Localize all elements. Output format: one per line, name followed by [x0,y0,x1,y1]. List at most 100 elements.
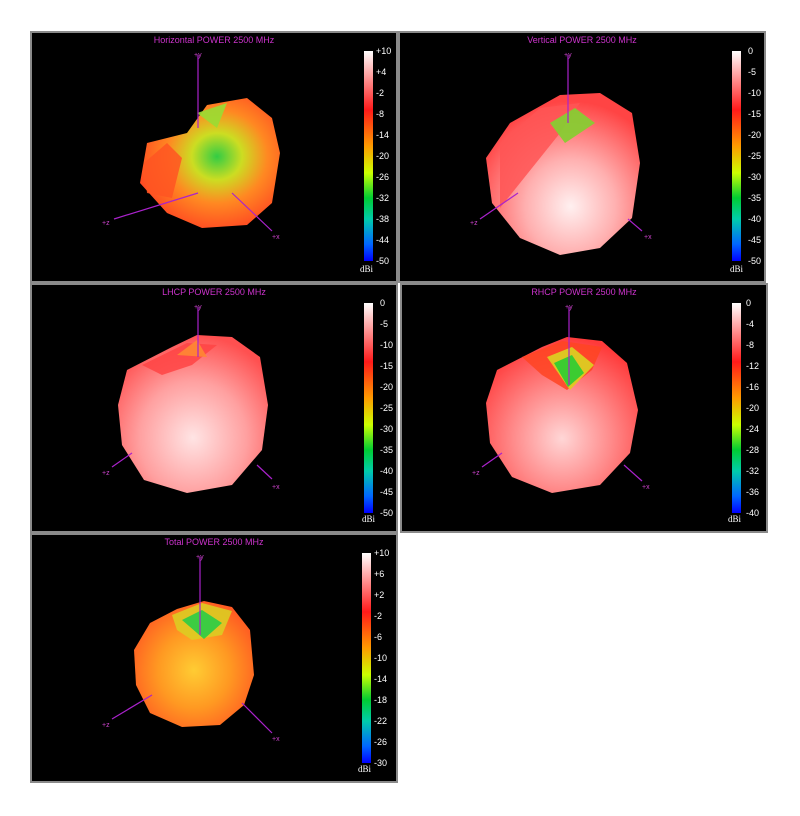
colorbar-unit: dBi [728,514,742,524]
colorbar-tick: -18 [374,695,388,705]
colorbar-tick: -50 [748,256,762,266]
colorbar-tick: -40 [746,508,760,518]
colorbar-tick: -2 [374,611,383,621]
colorbar-tick: -22 [374,716,388,726]
colorbar-tick: -45 [748,235,762,245]
colorbar-tick: -36 [746,487,760,497]
colorbar-tick: +10 [376,46,392,56]
colorbar-tick: 0 [748,46,754,56]
pattern-panel-total: Total POWER 2500 MHz +y +z +x +10 +6 +2 … [30,533,398,783]
axis-label-z: +z [102,220,110,227]
colorbar-tick: -14 [376,130,390,140]
colorbar-tick: -6 [374,632,383,642]
radiation-pattern-3d: +y +z +x [102,52,280,241]
colorbar [364,303,373,513]
colorbar-unit: dBi [360,264,374,274]
colorbar-ticks: 0 -5 -10 -15 -20 -25 -30 -35 -40 -45 -50 [748,46,764,267]
colorbar-tick: -10 [748,88,762,98]
pattern-panel-vertical: Vertical POWER 2500 MHz +y +z +x 0 -5 -1… [398,31,766,283]
colorbar-tick: -38 [376,214,390,224]
colorbar-tick: -16 [746,382,760,392]
axis-label-x: +x [642,484,650,491]
colorbar-tick: -24 [746,424,760,434]
colorbar-tick: -30 [374,758,388,768]
colorbar-ticks: 0 -4 -8 -12 -16 -20 -24 -28 -32 -36 -40 [746,298,766,519]
pattern-panel-horizontal: Horizontal POWER 2500 MHz +y +z +x +10 +… [30,31,398,283]
colorbar-tick: -10 [380,340,394,350]
colorbar-tick: -20 [746,403,760,413]
colorbar-tick: +10 [374,548,390,558]
colorbar-tick: -25 [748,151,762,161]
colorbar-tick: -25 [380,403,394,413]
colorbar-tick: -32 [376,193,390,203]
colorbar-tick: -45 [380,487,394,497]
colorbar-tick: +6 [374,569,385,579]
axis-label-x: +x [272,736,280,743]
radiation-pattern-3d: +y +z +x [472,304,650,493]
colorbar-tick: -14 [374,674,388,684]
panel-title: Vertical POWER 2500 MHz [527,35,637,45]
radiation-pattern-3d: +y +z +x [102,554,280,743]
colorbar-tick: -8 [746,340,755,350]
colorbar-tick: -28 [746,445,760,455]
colorbar-tick: -50 [380,508,394,518]
pattern-panel-lhcp: LHCP POWER 2500 MHz +y +z +x 0 -5 -10 -1… [30,283,398,533]
colorbar-tick: -40 [748,214,762,224]
colorbar-tick: -4 [746,319,755,329]
colorbar-tick: -50 [376,256,390,266]
colorbar-tick: -20 [380,382,394,392]
colorbar-tick: -44 [376,235,390,245]
colorbar-unit: dBi [358,764,372,774]
colorbar-unit: dBi [730,264,744,274]
colorbar-tick: -30 [748,172,762,182]
panel-title: Horizontal POWER 2500 MHz [153,35,275,45]
colorbar-tick: -35 [748,193,762,203]
axis-label-y: +y [564,52,572,59]
axis-label-x: +x [644,234,652,241]
colorbar-ticks: +10 +6 +2 -2 -6 -10 -14 -18 -22 -26 -30 [374,548,396,769]
panel-title: RHCP POWER 2500 MHz [531,287,637,297]
colorbar-tick: -5 [380,319,389,329]
colorbar-tick: +4 [376,67,387,77]
colorbar-tick: -15 [380,361,394,371]
colorbar-tick: -30 [380,424,394,434]
colorbar-tick: 0 [746,298,752,308]
colorbar-tick: -35 [380,445,394,455]
colorbar-tick: -2 [376,88,385,98]
colorbar-tick: +2 [374,590,385,600]
colorbar [362,553,371,763]
pattern-panel-rhcp: RHCP POWER 2500 MHz +y +z +x 0 -4 -8 -12… [400,283,768,533]
colorbar-tick: -10 [374,653,388,663]
colorbar [364,51,373,261]
radiation-pattern-3d: +y +z +x [470,52,652,255]
colorbar [732,303,741,513]
colorbar [732,51,741,261]
axis-label-z: +z [472,470,480,477]
colorbar-ticks: +10 +4 -2 -8 -14 -20 -26 -32 -38 -44 -50 [376,46,396,267]
colorbar-tick: -40 [380,466,394,476]
colorbar-tick: -26 [374,737,388,747]
axis-label-x: +x [272,484,280,491]
axis-label-x: +x [272,234,280,241]
colorbar-unit: dBi [362,514,376,524]
axis-label-y: +y [565,304,573,311]
colorbar-tick: -15 [748,109,762,119]
axis-label-z: +z [102,722,110,729]
axis-label-z: +z [102,470,110,477]
axis-label-y: +y [194,304,202,311]
axis-label-y: +y [196,554,204,561]
colorbar-tick: -8 [376,109,385,119]
axis-label-y: +y [194,52,202,59]
panel-title: LHCP POWER 2500 MHz [162,287,266,297]
colorbar-tick: -32 [746,466,760,476]
radiation-pattern-3d: +y +z +x [102,304,280,493]
panel-title: Total POWER 2500 MHz [164,537,264,547]
colorbar-tick: -26 [376,172,390,182]
colorbar-tick: -5 [748,67,757,77]
colorbar-ticks: 0 -5 -10 -15 -20 -25 -30 -35 -40 -45 -50 [380,298,396,519]
colorbar-tick: 0 [380,298,386,308]
axis-label-z: +z [470,220,478,227]
colorbar-tick: -12 [746,361,760,371]
colorbar-tick: -20 [748,130,762,140]
colorbar-tick: -20 [376,151,390,161]
